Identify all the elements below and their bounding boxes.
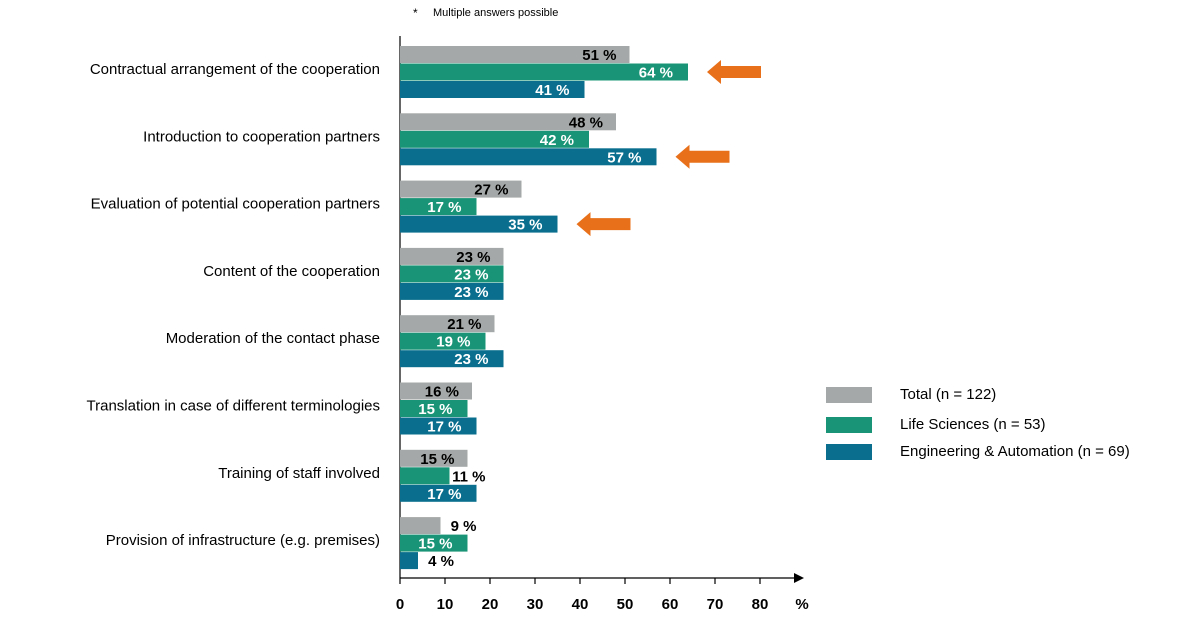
data-label: 9 %: [451, 518, 477, 535]
bar: [400, 180, 522, 198]
footnote-marker: *: [413, 6, 418, 20]
legend-swatch: [826, 417, 872, 433]
category-label: Training of staff involved: [218, 465, 380, 482]
bar: [400, 484, 477, 502]
bar: [400, 517, 441, 535]
x-axis-arrowhead: [794, 573, 804, 583]
data-label: 17 %: [427, 419, 461, 436]
category-label: Moderation of the contact phase: [166, 330, 380, 347]
legend-swatch: [826, 387, 872, 403]
category-label: Content of the cooperation: [203, 263, 380, 280]
bar: [400, 332, 486, 350]
bar: [400, 417, 477, 435]
data-label: 64 %: [639, 65, 673, 82]
category-label: Translation in case of different termino…: [87, 398, 381, 415]
data-label: 41 %: [535, 82, 569, 99]
footnote-text: Multiple answers possible: [433, 7, 559, 19]
data-label: 15 %: [420, 451, 454, 468]
x-tick-label: 30: [527, 596, 544, 613]
highlight-arrow: [576, 212, 631, 237]
data-label: 21 %: [447, 316, 481, 333]
category-label: Provision of infrastructure (e.g. premis…: [106, 532, 380, 549]
x-tick-label: 40: [572, 596, 589, 613]
bar: [400, 215, 558, 233]
bar: [400, 81, 585, 98]
bar: [400, 552, 418, 570]
data-label: 57 %: [607, 149, 641, 166]
x-tick-label: 50: [617, 596, 634, 613]
x-tick-label: 60: [662, 596, 679, 613]
data-label: 23 %: [456, 249, 490, 266]
data-label: 15 %: [418, 536, 452, 553]
x-tick-label: 10: [437, 596, 454, 613]
data-label: 11 %: [452, 468, 485, 485]
bar: [400, 148, 657, 166]
data-label: 48 %: [569, 114, 603, 131]
bar: [400, 198, 477, 216]
bar: [400, 46, 630, 63]
data-label: 42 %: [540, 132, 574, 149]
category-label: Introduction to cooperation partners: [143, 128, 380, 145]
x-tick-label: 20: [482, 596, 499, 613]
category-label: Contractual arrangement of the cooperati…: [90, 61, 380, 78]
data-label: 23 %: [454, 351, 488, 368]
bar: [400, 534, 468, 552]
bar: [400, 449, 468, 467]
legend-label: Engineering & Automation (n = 69): [900, 443, 1130, 460]
highlight-arrow: [707, 60, 761, 84]
data-label: 4 %: [428, 553, 454, 570]
category-label: Evaluation of potential cooperation part…: [91, 196, 380, 213]
bar: [400, 382, 472, 400]
data-label: 17 %: [427, 486, 461, 503]
x-tick-label: 80: [752, 596, 769, 613]
bar: [400, 63, 688, 81]
data-label: 23 %: [454, 266, 488, 283]
data-label: 27 %: [474, 182, 508, 199]
legend-swatch: [826, 444, 872, 460]
bar: [400, 467, 450, 485]
highlight-arrow: [675, 144, 730, 169]
data-label: 16 %: [425, 384, 459, 401]
x-tick-label: 70: [707, 596, 724, 613]
bar: [400, 265, 504, 283]
x-tick-label: 0: [396, 596, 404, 613]
data-label: 51 %: [582, 47, 616, 64]
bar: [400, 350, 504, 368]
bar: [400, 130, 589, 148]
data-label: 15 %: [418, 401, 452, 418]
data-label: 17 %: [427, 199, 461, 216]
bar: [400, 247, 504, 265]
legend-label: Total (n = 122): [900, 386, 997, 403]
legend-label: Life Sciences (n = 53): [900, 416, 1046, 433]
data-label: 35 %: [508, 217, 542, 234]
bar: [400, 400, 468, 417]
data-label: 19 %: [436, 334, 470, 351]
data-label: 23 %: [454, 284, 488, 301]
bar: [400, 315, 495, 333]
bar: [400, 113, 616, 131]
x-unit-label: %: [795, 596, 808, 613]
bar: [400, 282, 504, 300]
